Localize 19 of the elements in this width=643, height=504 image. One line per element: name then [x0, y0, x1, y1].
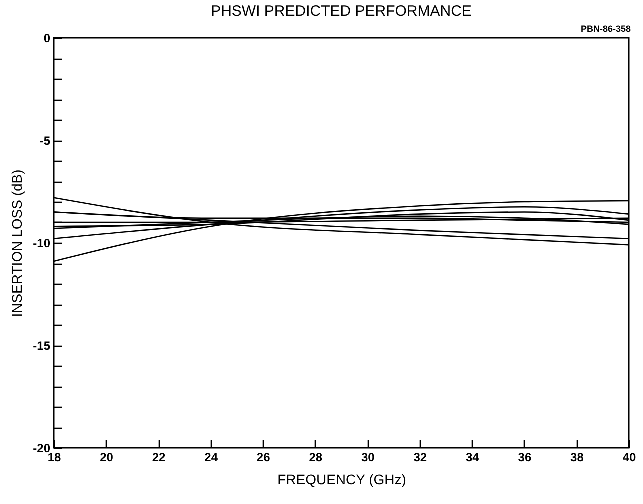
- x-tick-label: 24: [204, 450, 218, 464]
- x-tick-label: 22: [152, 450, 166, 464]
- x-axis-title: FREQUENCY (GHz): [278, 472, 406, 488]
- x-tick-label: 40: [622, 450, 636, 464]
- x-tick-label: 20: [100, 450, 114, 464]
- text: PBN-86-358: [580, 24, 631, 34]
- y-tick-label: -15: [33, 339, 51, 353]
- chart-title: PHSWI PREDICTED PERFORMANCE: [211, 3, 472, 20]
- x-tick-label: 38: [570, 450, 584, 464]
- x-tick-label: 36: [518, 450, 532, 464]
- x-tick-label: 26: [256, 450, 271, 464]
- y-axis-title: INSERTION LOSS (dB): [9, 170, 26, 318]
- x-tick-label: 28: [309, 450, 323, 464]
- y-tick-label: -5: [40, 134, 51, 148]
- y-tick-label: -10: [33, 236, 51, 250]
- x-tick-label: 30: [361, 450, 376, 464]
- y-tick-label: 0: [44, 32, 51, 46]
- x-tick-label: 34: [466, 450, 480, 464]
- x-tick-label: 32: [414, 450, 428, 464]
